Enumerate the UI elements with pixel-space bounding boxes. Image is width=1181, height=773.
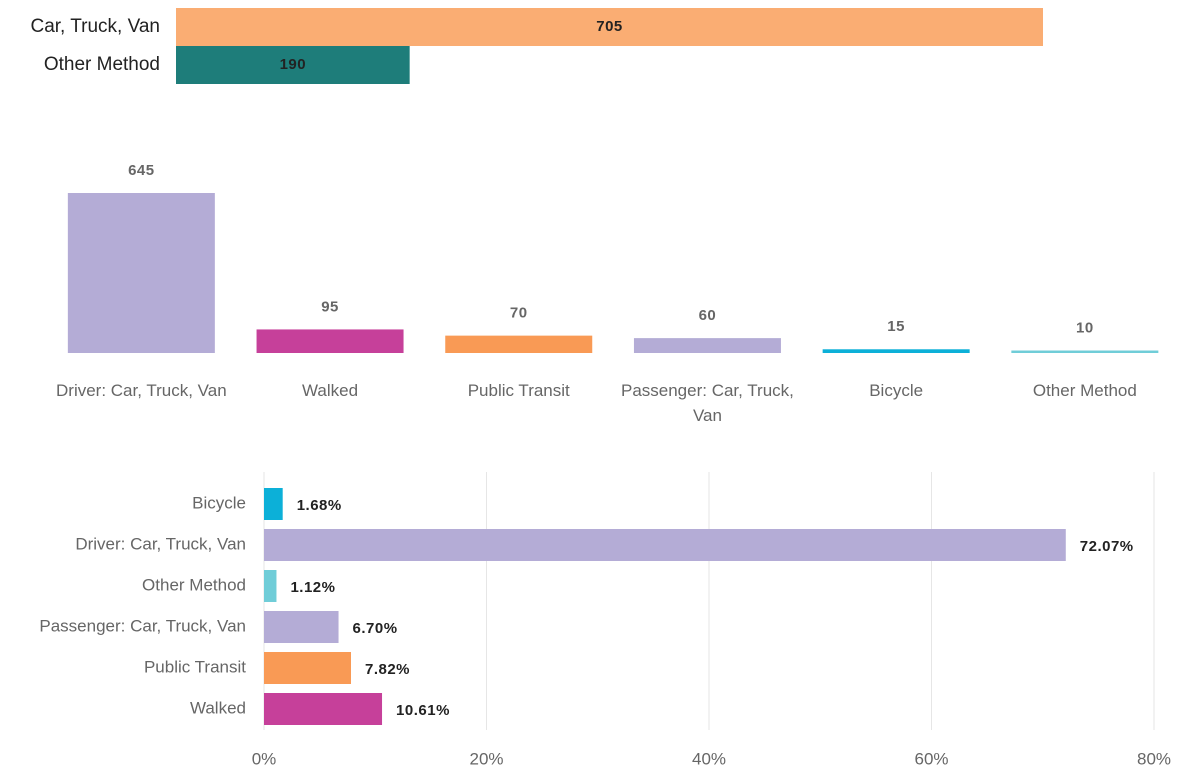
value-label: 1.68%: [297, 497, 342, 514]
category-label-box: Passenger: Car, Truck, Van: [620, 381, 794, 425]
bar: [264, 611, 339, 643]
value-label: 7.82%: [365, 661, 410, 678]
category-label: Passenger: Car, Truck, Van: [620, 381, 794, 425]
x-tick-label: 0%: [252, 749, 277, 768]
x-tick-label: 20%: [469, 749, 503, 768]
category-label: Walked: [190, 698, 246, 717]
chart: 645 Driver: Car, Truck, Van 95 Walked 70 Publ…: [56, 162, 1159, 425]
value-label: 10.61%: [396, 702, 450, 719]
category-label: Bicycle: [192, 493, 246, 512]
bar: [264, 652, 351, 684]
chart: 0% 20% 40% 60% 80% Bicycle 1.68% Driver: Car, T…: [39, 472, 1171, 768]
category-label: Other Method: [142, 575, 246, 594]
value-label: 60: [699, 307, 717, 324]
x-tick-label: 60%: [914, 749, 948, 768]
category-label: Public Transit: [467, 381, 570, 400]
category-label: Bicycle: [869, 381, 924, 400]
category-label-box: Bicycle: [869, 381, 924, 400]
x-tick-label: 40%: [692, 749, 726, 768]
category-label: Other Method: [1032, 381, 1137, 400]
category-label-box: Walked: [302, 381, 359, 400]
bar: [822, 349, 970, 353]
bar: [264, 529, 1066, 561]
category-label: Driver: Car, Truck, Van: [75, 534, 246, 553]
category-label: Walked: [302, 381, 359, 400]
value-label: 1.12%: [290, 579, 335, 596]
bar: [445, 335, 593, 353]
value-label: 10: [1076, 319, 1094, 336]
bar: [256, 329, 404, 353]
bar: [264, 570, 277, 602]
value-label: 72.07%: [1080, 538, 1134, 555]
category-label: Car, Truck, Van: [30, 16, 160, 37]
value-label: 6.70%: [353, 620, 398, 637]
value-label: 95: [321, 298, 339, 315]
value-label: 70: [510, 305, 528, 322]
category-label-box: Public Transit: [467, 381, 570, 400]
bar: [264, 488, 283, 520]
category-label: Passenger: Car, Truck, Van: [39, 616, 246, 635]
category-label: Driver: Car, Truck, Van: [56, 381, 227, 400]
bar: [176, 8, 1043, 46]
bar: [633, 338, 781, 353]
value-label: 705: [596, 18, 623, 35]
x-tick-label: 80%: [1137, 749, 1171, 768]
chart: Car, Truck, Van 705 Other Method 190: [30, 8, 1043, 84]
category-label-box: Other Method: [1032, 381, 1137, 400]
bar: [176, 46, 410, 84]
bar: [67, 193, 215, 353]
category-label-box: Driver: Car, Truck, Van: [56, 381, 227, 400]
value-label: 190: [280, 56, 307, 73]
value-label: 15: [887, 318, 905, 335]
value-label: 645: [128, 162, 155, 179]
bar: [1011, 350, 1159, 353]
category-label: Other Method: [44, 54, 160, 75]
category-label: Public Transit: [144, 657, 246, 676]
bar: [264, 693, 383, 725]
